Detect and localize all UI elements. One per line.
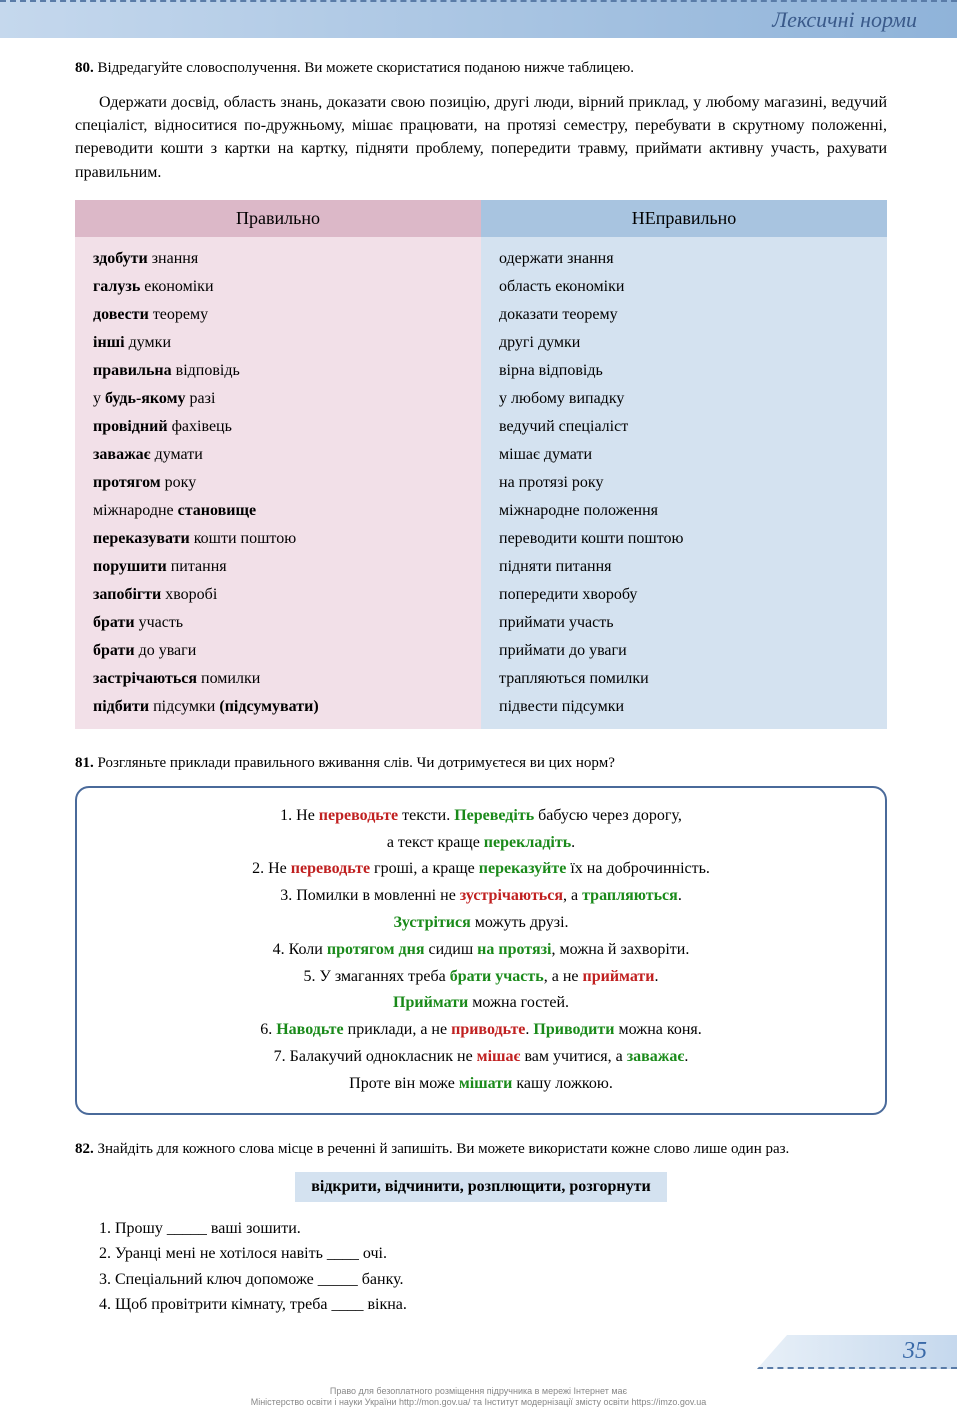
fill-sentence-2: 2. Уранці мені не хотілося навіть ____ о… [75, 1241, 887, 1267]
table-cell-incorrect: одержати знання [481, 237, 887, 273]
page-number-band: 35 [757, 1335, 957, 1369]
table-row: протягом рокуна протязі року [75, 469, 887, 497]
table-cell-incorrect: мішає думати [481, 441, 887, 469]
table-row: підбити підсумки (підсумувати)підвести п… [75, 693, 887, 729]
ex81-intro: 81. Розгляньте приклади правильного вжив… [75, 753, 887, 774]
table-cell-incorrect: приймати до уваги [481, 637, 887, 665]
table-row: провідний фахівецьведучий спеціаліст [75, 413, 887, 441]
example-line-5b: Приймати можна гостей. [107, 991, 855, 1016]
table-row: порушити питанняпідняти питання [75, 553, 887, 581]
word-bank: відкрити, відчинити, розплющити, розгорн… [295, 1172, 666, 1202]
table-row: здобути знанняодержати знання [75, 237, 887, 273]
example-line-3a: 3. Помилки в мовленні не зустрічаються, … [107, 884, 855, 909]
table-row: застрічаються помилкитрапляються помилки [75, 665, 887, 693]
table-row: переказувати кошти поштоюпереводити кошт… [75, 525, 887, 553]
page: Лексичні норми 80. Відредагуйте словоспо… [0, 0, 957, 1417]
example-line-6: 6. Наводьте приклади, а не приводьте. Пр… [107, 1018, 855, 1043]
footer-line-1: Право для безоплатного розміщення підруч… [0, 1386, 957, 1398]
table-row: заважає думатимішає думати [75, 441, 887, 469]
table-cell-incorrect: підвести підсумки [481, 693, 887, 729]
table-cell-incorrect: ведучий спеціаліст [481, 413, 887, 441]
examples-box: 1. Не переводьте тексти. Переведіть бабу… [75, 786, 887, 1115]
ex81-intro-text: Розгляньте приклади правильного вживання… [98, 755, 615, 771]
table-cell-incorrect: приймати участь [481, 609, 887, 637]
fill-list: 1. Прошу _____ ваші зошити. 2. Уранці ме… [75, 1216, 887, 1318]
table-cell-incorrect: доказати теорему [481, 301, 887, 329]
footer: Право для безоплатного розміщення підруч… [0, 1386, 957, 1409]
table-cell-incorrect: другі думки [481, 329, 887, 357]
table-cell-correct: у будь-якому разі [75, 385, 481, 413]
table-header-incorrect: НЕправильно [481, 200, 887, 237]
table-row: брати до увагиприймати до уваги [75, 637, 887, 665]
comparison-table: Правильно НЕправильно здобути знанняодер… [75, 200, 887, 729]
table-cell-incorrect: вірна відповідь [481, 357, 887, 385]
fill-sentence-1: 1. Прошу _____ ваші зошити. [75, 1216, 887, 1242]
ex80-intro: 80. Відредагуйте словосполучення. Ви мож… [75, 58, 887, 79]
table-cell-incorrect: підняти питання [481, 553, 887, 581]
example-line-7b: Проте він може мішати кашу ложкою. [107, 1072, 855, 1097]
table-cell-correct: довести теорему [75, 301, 481, 329]
ex80-body: Одержати досвід, область знань, доказати… [75, 91, 887, 184]
table-row: у будь-якому разіу любому випадку [75, 385, 887, 413]
table-cell-incorrect: у любому випадку [481, 385, 887, 413]
ex80-num: 80. [75, 60, 94, 76]
table-row: міжнародне становищеміжнародне положення [75, 497, 887, 525]
table-row: довести теоремудоказати теорему [75, 301, 887, 329]
header-title: Лексичні норми [772, 7, 917, 33]
table-cell-correct: підбити підсумки (підсумувати) [75, 693, 481, 729]
fill-sentence-3: 3. Спеціальний ключ допоможе _____ банку… [75, 1267, 887, 1293]
example-line-1a: 1. Не переводьте тексти. Переведіть бабу… [107, 804, 855, 829]
table-cell-incorrect: попередити хворобу [481, 581, 887, 609]
table-row: запобігти хворобіпопередити хворобу [75, 581, 887, 609]
table-cell-correct: міжнародне становище [75, 497, 481, 525]
table-row: правильна відповідьвірна відповідь [75, 357, 887, 385]
table-row: інші думкидругі думки [75, 329, 887, 357]
ex81-num: 81. [75, 755, 94, 771]
fill-sentence-4: 4. Щоб провітрити кімнату, треба ____ ві… [75, 1292, 887, 1318]
table-cell-correct: провідний фахівець [75, 413, 481, 441]
ex80-intro-text: Відредагуйте словосполучення. Ви можете … [98, 60, 634, 76]
footer-line-2: Міністерство освіти і науки України http… [0, 1397, 957, 1409]
table-cell-incorrect: міжнародне положення [481, 497, 887, 525]
table-cell-correct: здобути знання [75, 237, 481, 273]
table-cell-incorrect: на протязі року [481, 469, 887, 497]
example-line-1b: а текст краще перекладіть. [107, 831, 855, 856]
table-row: галузь економікиобласть економіки [75, 273, 887, 301]
table-cell-incorrect: переводити кошти поштою [481, 525, 887, 553]
example-line-7a: 7. Балакучий однокласник не мішає вам уч… [107, 1045, 855, 1070]
page-number: 35 [903, 1338, 927, 1365]
ex82-intro: 82. Знайдіть для кожного слова місце в р… [75, 1139, 887, 1160]
table-cell-correct: правильна відповідь [75, 357, 481, 385]
table-cell-correct: брати участь [75, 609, 481, 637]
table-cell-correct: інші думки [75, 329, 481, 357]
example-line-5a: 5. У змаганнях треба брати участь, а не … [107, 965, 855, 990]
header-band: Лексичні норми [0, 0, 957, 38]
table-cell-incorrect: трапляються помилки [481, 665, 887, 693]
table-cell-incorrect: область економіки [481, 273, 887, 301]
table-cell-correct: брати до уваги [75, 637, 481, 665]
example-line-4: 4. Коли протягом дня сидиш на протязі, м… [107, 938, 855, 963]
table-cell-correct: застрічаються помилки [75, 665, 481, 693]
table-cell-correct: порушити питання [75, 553, 481, 581]
table-cell-correct: протягом року [75, 469, 481, 497]
ex82-intro-text: Знайдіть для кожного слова місце в речен… [98, 1141, 790, 1157]
table-cell-correct: заважає думати [75, 441, 481, 469]
example-line-3b: Зустрітися можуть друзі. [107, 911, 855, 936]
ex82-num: 82. [75, 1141, 94, 1157]
table-cell-correct: запобігти хворобі [75, 581, 481, 609]
example-line-2: 2. Не переводьте гроші, а краще переказу… [107, 857, 855, 882]
table-row: брати участьприймати участь [75, 609, 887, 637]
table-header-correct: Правильно [75, 200, 481, 237]
table-cell-correct: галузь економіки [75, 273, 481, 301]
content-area: 80. Відредагуйте словосполучення. Ви мож… [0, 38, 957, 1338]
table-cell-correct: переказувати кошти поштою [75, 525, 481, 553]
